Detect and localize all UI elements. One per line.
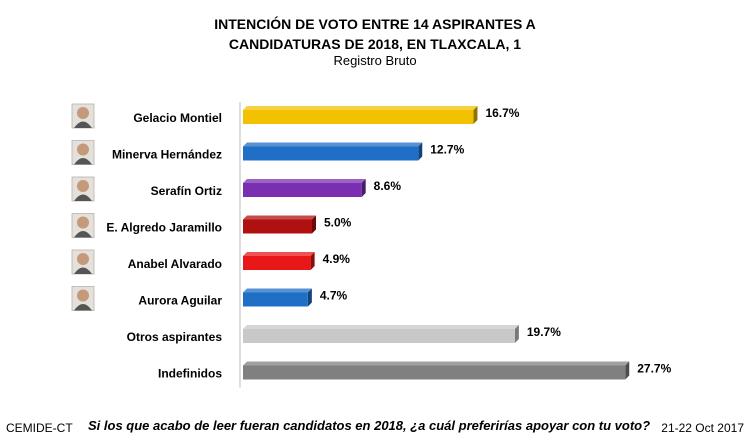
bar-side-face	[625, 361, 630, 380]
bar-top-face	[243, 179, 366, 183]
person-head-icon	[77, 143, 89, 156]
chart-title-line: INTENCIÓN DE VOTO ENTRE 14 ASPIRANTES A	[214, 16, 536, 32]
person-head-icon	[77, 107, 89, 119]
bar-top-face	[243, 325, 519, 329]
category-label: Otros aspirantes	[127, 330, 223, 344]
footer-source: CEMIDE-CT	[6, 421, 73, 435]
footer-question: Si los que acabo de leer fueran candidat…	[88, 418, 651, 433]
bar-side-face	[514, 325, 519, 343]
bar	[243, 219, 312, 234]
bar	[243, 329, 515, 343]
person-body-icon	[74, 158, 92, 165]
category-label: Gelacio Montiel	[133, 111, 222, 125]
bar-side-face	[418, 142, 423, 161]
bar-top-face	[243, 142, 423, 147]
person-head-icon	[77, 289, 89, 302]
bar-side-face	[307, 288, 312, 307]
value-label: 5.0%	[324, 216, 352, 230]
bar-top-face	[243, 252, 315, 256]
value-label: 8.6%	[374, 179, 402, 193]
bar	[243, 365, 626, 380]
bar-top-face	[243, 288, 312, 293]
bar-top-face	[243, 361, 630, 366]
chart-title-line: CANDIDATURAS DE 2018, EN TLAXCALA, 1	[228, 36, 522, 52]
category-label: Minerva Hernández	[112, 148, 222, 162]
bar-side-face	[361, 179, 366, 197]
category-label: Serafín Ortiz	[151, 184, 222, 198]
chart-subtitle: Registro Bruto	[333, 53, 417, 68]
value-label: 19.7%	[527, 325, 561, 339]
footer-date: 21-22 Oct 2017	[661, 421, 744, 435]
bar-side-face	[310, 252, 315, 270]
bar	[243, 256, 311, 270]
value-label: 27.7%	[637, 362, 671, 376]
category-label: Indefinidos	[158, 367, 222, 381]
bar-side-face	[312, 215, 316, 234]
chart-title: INTENCIÓN DE VOTO ENTRE 14 ASPIRANTES A …	[0, 14, 750, 54]
person-head-icon	[77, 180, 89, 192]
person-body-icon	[74, 267, 92, 274]
category-label: E. Algredo Jaramillo	[106, 221, 222, 235]
person-body-icon	[74, 121, 92, 128]
person-head-icon	[77, 216, 89, 229]
bar	[243, 110, 474, 124]
value-label: 16.7%	[485, 106, 519, 120]
bar-side-face	[473, 106, 478, 124]
person-body-icon	[74, 231, 92, 238]
value-label: 4.7%	[320, 289, 348, 303]
bar	[243, 183, 362, 197]
bar-top-face	[243, 215, 316, 220]
person-body-icon	[74, 304, 92, 311]
value-label: 12.7%	[430, 143, 464, 157]
bar-top-face	[243, 106, 478, 110]
bar	[243, 146, 419, 161]
bar	[243, 292, 308, 307]
category-label: Aurora Aguilar	[138, 294, 222, 308]
value-label: 4.9%	[323, 252, 351, 266]
category-label: Anabel Alvarado	[128, 257, 222, 271]
person-body-icon	[74, 194, 92, 201]
person-head-icon	[77, 253, 89, 265]
